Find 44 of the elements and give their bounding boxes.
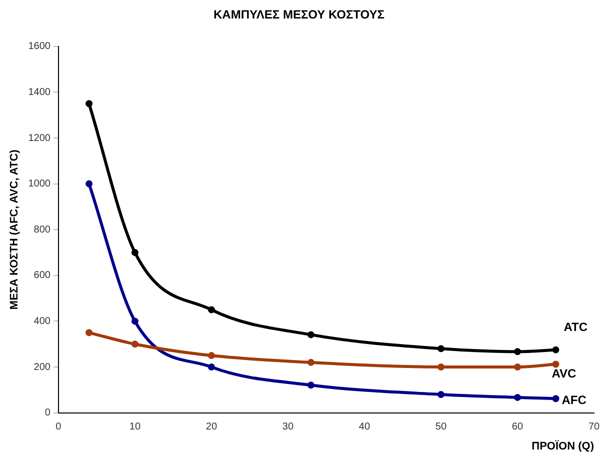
point <box>514 348 521 356</box>
point <box>552 346 560 354</box>
point <box>307 331 314 338</box>
y-tick-label: 1200 <box>28 132 51 144</box>
point <box>307 382 314 389</box>
point <box>514 394 521 401</box>
y-tick-label: 0 <box>44 408 51 419</box>
x-tick-label: 20 <box>206 422 218 433</box>
series-label: AVC <box>552 366 577 381</box>
point <box>208 352 215 360</box>
x-axis-title: ΠΡΟΪΟΝ (Q) <box>532 439 594 452</box>
y-tick-label: 600 <box>34 270 51 282</box>
point <box>208 364 215 370</box>
point <box>86 329 93 336</box>
chart-title: ΚΑΜΠΥΛΕΣ ΜΕΣΟΥ ΚΟΣΤΟΥΣ <box>214 8 384 22</box>
series-label: AFC <box>562 392 587 407</box>
point <box>437 390 444 398</box>
point <box>514 364 521 370</box>
y-tick-label: 400 <box>34 316 51 327</box>
y-tick-label: 800 <box>34 224 51 236</box>
x-tick-label: 10 <box>129 422 141 433</box>
point <box>208 306 215 314</box>
point <box>307 358 314 366</box>
point <box>552 360 560 368</box>
x-tick-label: 40 <box>358 422 370 433</box>
point <box>86 100 93 108</box>
x-tick-label: 50 <box>435 422 447 433</box>
point <box>86 180 93 188</box>
y-tick-label: 1000 <box>28 178 51 190</box>
point <box>552 395 560 402</box>
point <box>131 318 138 325</box>
point <box>437 364 444 370</box>
x-tick-label: 70 <box>588 422 600 433</box>
y-tick-label: 1600 <box>28 41 51 52</box>
y-tick-label: 1400 <box>28 86 51 98</box>
x-tick-label: 60 <box>512 422 524 433</box>
series-label: ATC <box>564 320 588 334</box>
point <box>131 340 138 348</box>
x-tick-label: 30 <box>282 422 294 433</box>
x-tick-label: 0 <box>56 422 62 433</box>
y-axis-title: ΜΕΣΑ ΚΟΣΤΗ (AFC, AVC, ATC) <box>8 149 21 310</box>
point <box>437 345 444 352</box>
point <box>131 249 138 256</box>
y-tick-label: 200 <box>34 362 51 373</box>
